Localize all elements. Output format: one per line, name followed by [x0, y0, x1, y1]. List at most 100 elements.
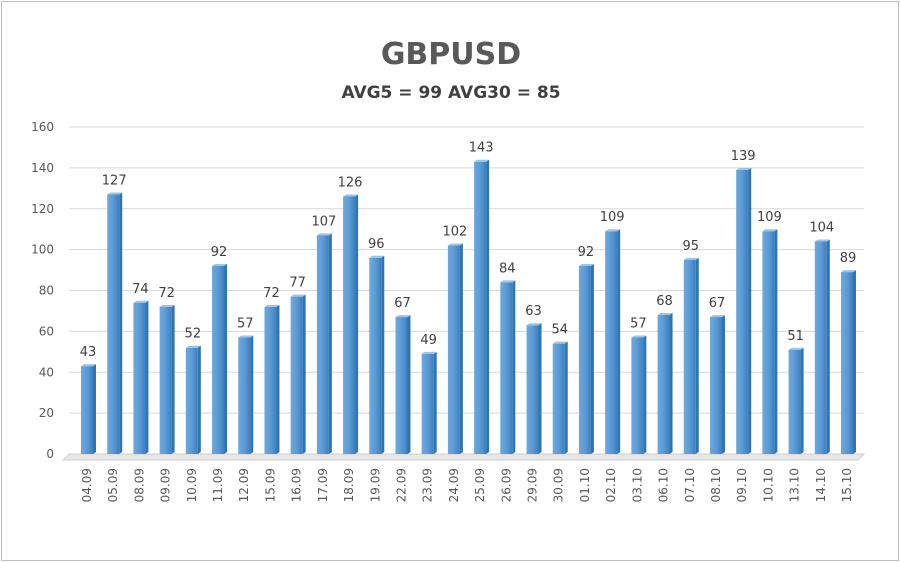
data-label: 77 — [289, 276, 306, 291]
y-tick-label: 160 — [31, 120, 54, 134]
data-label: 107 — [311, 214, 336, 229]
data-label: 139 — [731, 149, 756, 164]
x-tick-label: 06.10 — [657, 468, 671, 502]
data-label: 72 — [263, 286, 280, 301]
bar-side — [459, 243, 463, 454]
y-tick-label: 100 — [31, 243, 54, 257]
bar — [159, 306, 172, 454]
bar-top — [762, 229, 778, 232]
bar-side — [145, 300, 149, 454]
bar-12.09 — [238, 335, 254, 454]
bar-top — [500, 280, 516, 283]
bar-top — [185, 345, 201, 348]
bar-side — [590, 263, 594, 454]
bar-top — [316, 233, 332, 236]
y-tick-label: 40 — [39, 365, 54, 379]
bar-side — [643, 335, 647, 454]
bar-side — [407, 315, 411, 454]
x-tick-label: 18.09 — [342, 468, 356, 502]
data-label: 74 — [132, 282, 149, 297]
data-label: 95 — [682, 239, 699, 254]
bar-07.10 — [683, 257, 699, 454]
bar-15.10 — [841, 270, 856, 454]
chart-subtitle: AVG5 = 99 AVG30 = 85 — [341, 83, 560, 103]
bar-top — [814, 239, 830, 242]
bar-side — [617, 229, 621, 454]
x-tick-label: 16.09 — [290, 468, 304, 502]
bar-05.09 — [107, 192, 123, 454]
bar-06.10 — [657, 313, 673, 454]
x-tick-label: 29.09 — [526, 468, 540, 502]
data-label: 51 — [787, 329, 804, 344]
x-tick-label: 03.10 — [630, 468, 644, 502]
bar-top — [264, 304, 280, 307]
bar-top — [290, 294, 306, 297]
x-tick-label: 09.10 — [735, 468, 749, 502]
data-label: 72 — [158, 286, 175, 301]
bar-08.09 — [133, 300, 149, 454]
bar — [133, 302, 146, 454]
bar — [185, 347, 198, 454]
bar-10.10 — [762, 229, 778, 454]
bar-top — [552, 341, 568, 344]
x-tick-label: 05.09 — [106, 468, 120, 502]
bar — [316, 235, 329, 454]
bar-top — [133, 300, 149, 303]
bar — [814, 241, 827, 454]
bar-side — [433, 351, 437, 454]
y-tick-label: 60 — [39, 324, 54, 338]
bar — [788, 349, 801, 454]
bar-30.09 — [552, 341, 568, 454]
bar — [421, 353, 434, 454]
bar — [290, 296, 303, 454]
bar — [578, 265, 591, 454]
bar-08.10 — [709, 315, 725, 454]
data-label: 102 — [442, 225, 467, 240]
x-tick-label: 22.09 — [394, 468, 408, 502]
bar-16.09 — [290, 294, 306, 454]
bar-top — [447, 243, 463, 246]
x-tick-label: 09.09 — [159, 468, 173, 502]
data-label: 109 — [600, 210, 625, 225]
bar-side — [695, 257, 699, 454]
bar-top — [709, 315, 725, 318]
x-tick-label: 10.10 — [761, 468, 775, 502]
x-tick-label: 04.09 — [80, 468, 94, 502]
y-tick-label: 120 — [31, 202, 54, 216]
data-label: 43 — [80, 345, 97, 360]
bar-04.09 — [81, 364, 96, 454]
x-tick-label: 19.09 — [368, 468, 382, 502]
bar-side — [302, 294, 306, 454]
data-label: 109 — [757, 210, 782, 225]
bar-19.09 — [369, 255, 385, 454]
bar — [500, 282, 513, 454]
chart-title: GBPUSD — [381, 37, 521, 72]
bar-top — [526, 323, 542, 326]
bar-top — [657, 313, 673, 316]
x-tick-label: 26.09 — [499, 468, 513, 502]
bar-side — [721, 315, 725, 454]
bar — [736, 169, 749, 454]
data-label: 67 — [709, 296, 726, 311]
x-tick-label: 10.09 — [185, 468, 199, 502]
bar — [709, 317, 722, 454]
data-label: 52 — [185, 327, 202, 342]
bar — [657, 315, 670, 454]
bar-top — [395, 315, 411, 318]
data-label: 127 — [102, 173, 127, 188]
bar-23.09 — [421, 351, 437, 454]
bar — [552, 343, 565, 454]
x-tick-label: 13.10 — [788, 468, 802, 502]
bar-side — [276, 304, 280, 454]
bar-top — [212, 263, 228, 266]
bar-side — [774, 229, 778, 454]
bar-25.09 — [474, 159, 490, 454]
x-tick-label: 17.09 — [316, 468, 330, 502]
x-tick-label: 30.09 — [552, 468, 566, 502]
data-label: 49 — [420, 333, 437, 348]
bar-10.09 — [185, 345, 201, 454]
bar-top — [81, 364, 96, 367]
data-label: 104 — [809, 220, 834, 235]
bar-side — [250, 335, 254, 454]
